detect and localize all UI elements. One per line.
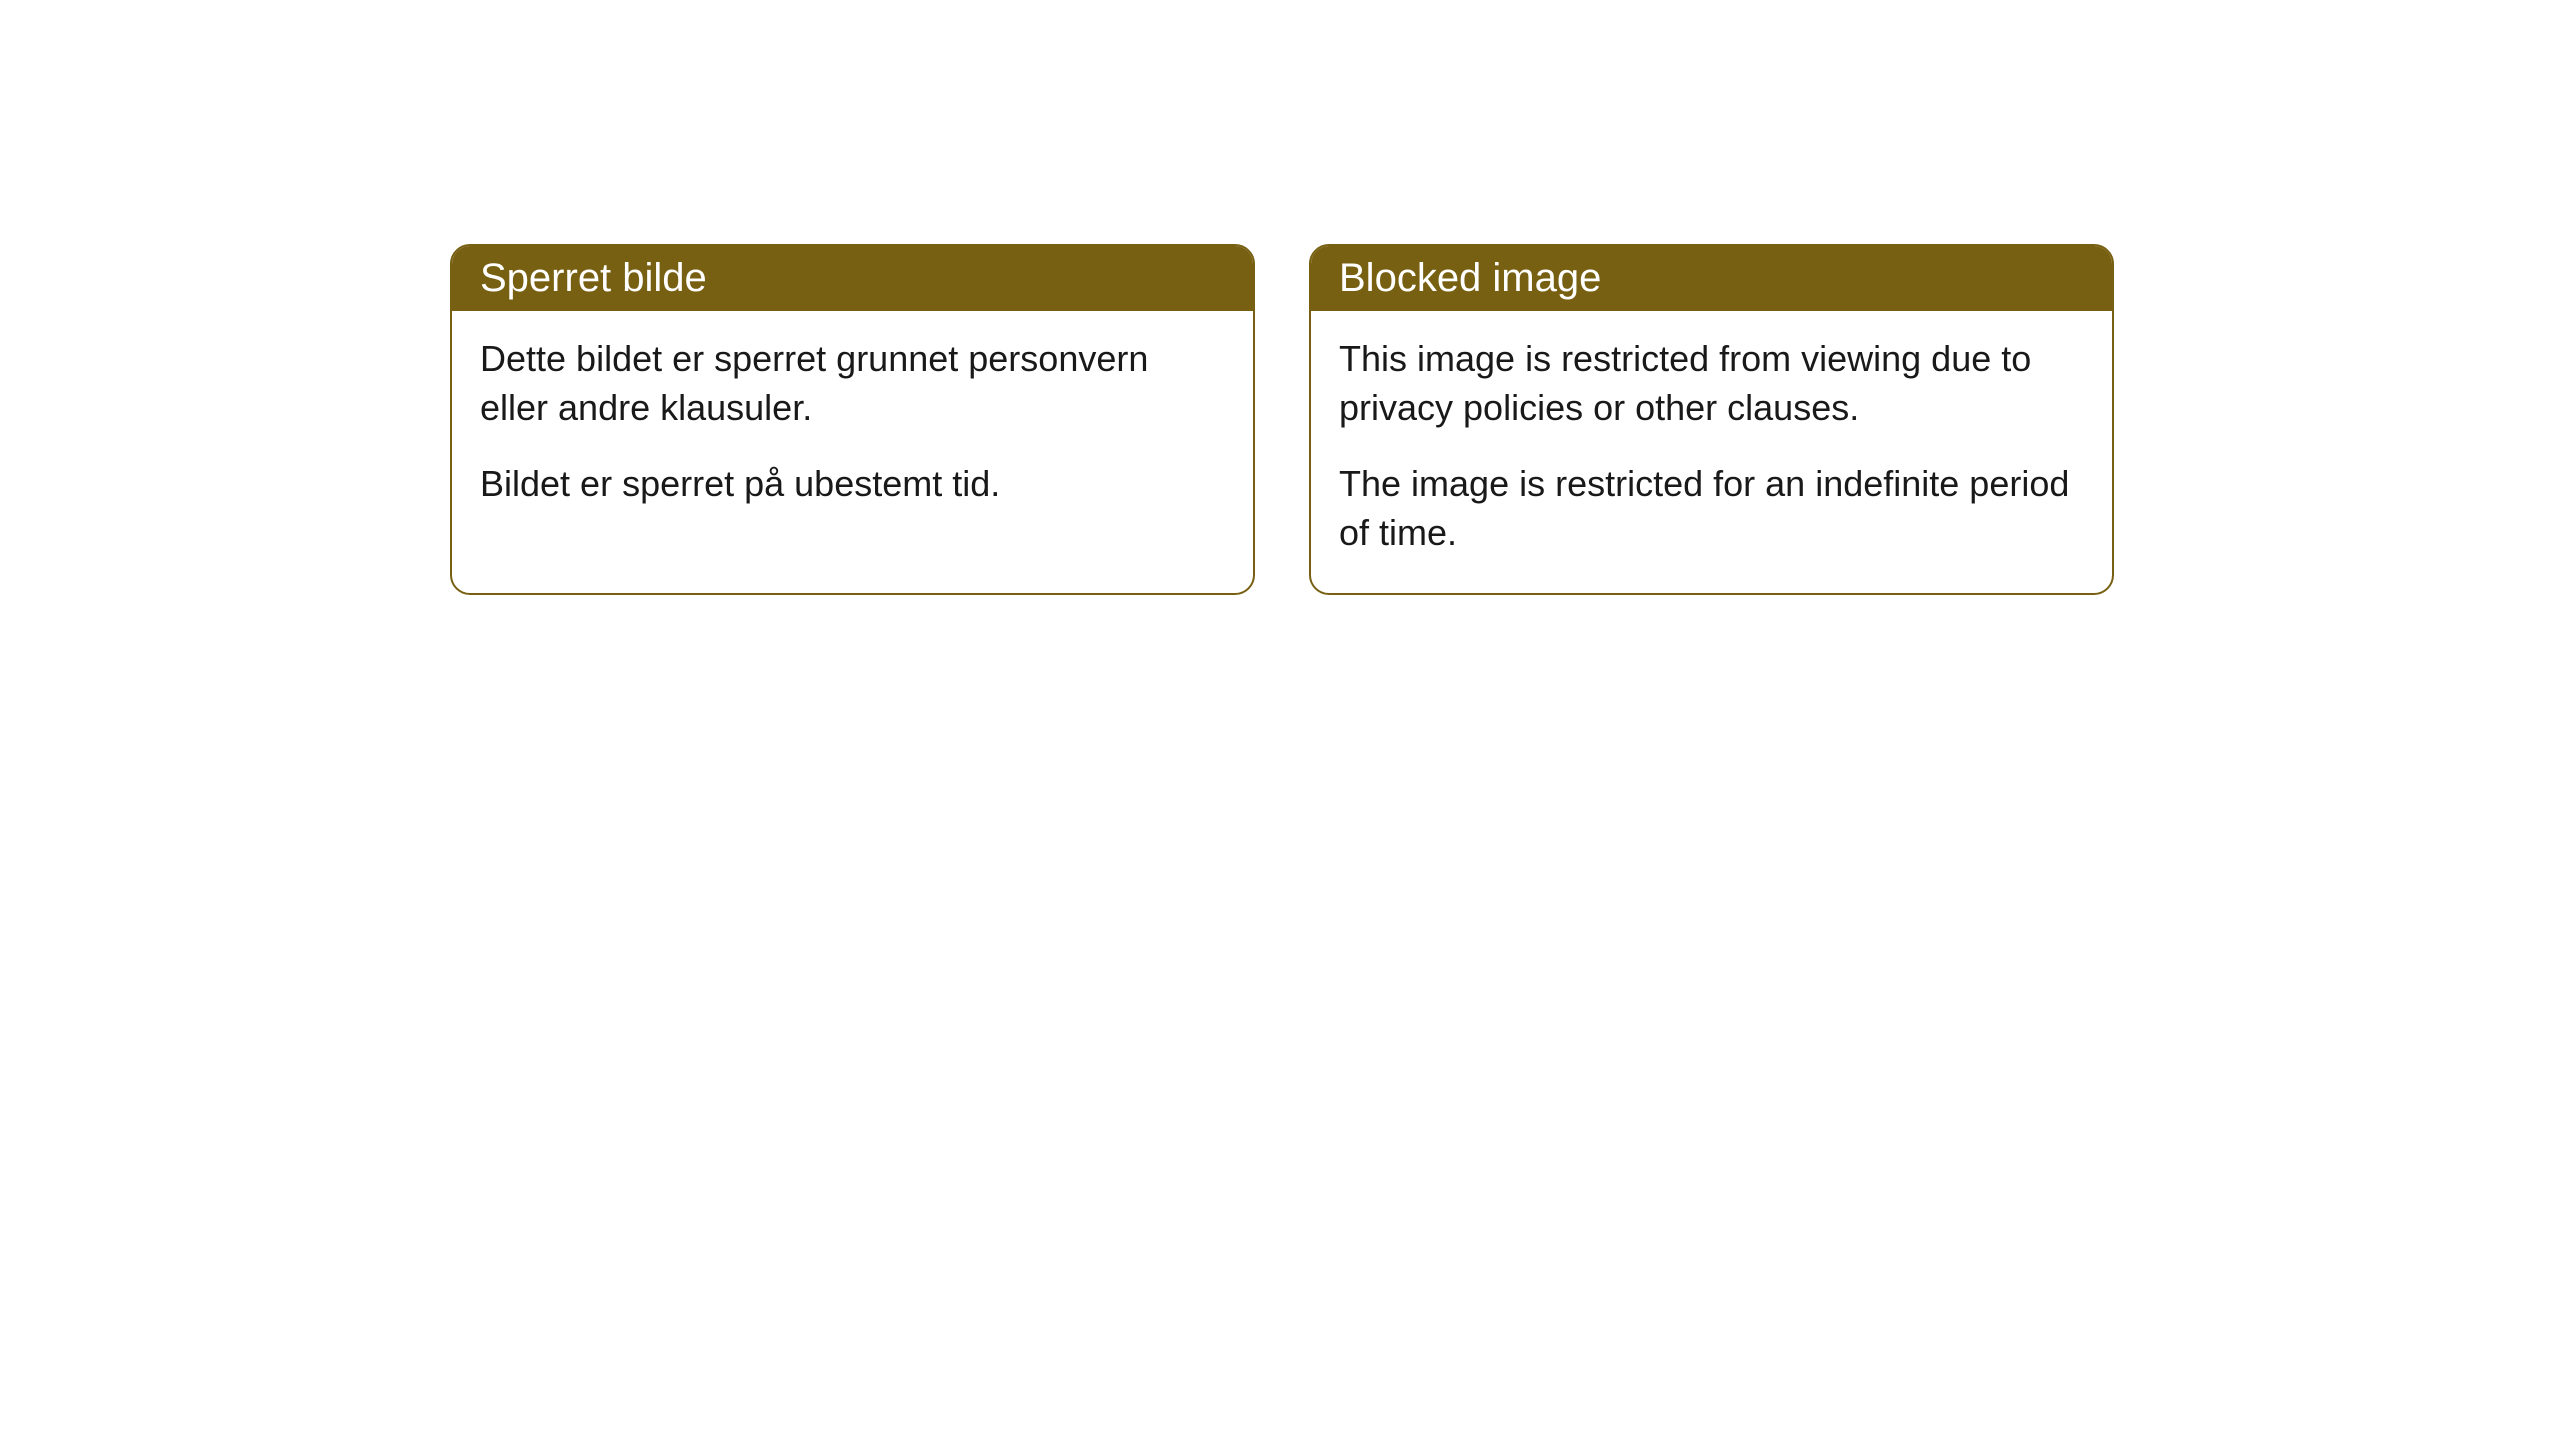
card-header: Blocked image xyxy=(1311,246,2112,311)
card-title: Blocked image xyxy=(1339,256,1601,300)
card-body: This image is restricted from viewing du… xyxy=(1311,311,2112,593)
blocked-image-card-norwegian: Sperret bilde Dette bildet er sperret gr… xyxy=(450,244,1255,595)
blocked-image-card-english: Blocked image This image is restricted f… xyxy=(1309,244,2114,595)
card-paragraph: The image is restricted for an indefinit… xyxy=(1339,460,2084,557)
notice-container: Sperret bilde Dette bildet er sperret gr… xyxy=(0,0,2560,595)
card-paragraph: This image is restricted from viewing du… xyxy=(1339,335,2084,432)
card-paragraph: Bildet er sperret på ubestemt tid. xyxy=(480,460,1225,509)
card-paragraph: Dette bildet er sperret grunnet personve… xyxy=(480,335,1225,432)
card-title: Sperret bilde xyxy=(480,256,707,300)
card-header: Sperret bilde xyxy=(452,246,1253,311)
card-body: Dette bildet er sperret grunnet personve… xyxy=(452,311,1253,545)
